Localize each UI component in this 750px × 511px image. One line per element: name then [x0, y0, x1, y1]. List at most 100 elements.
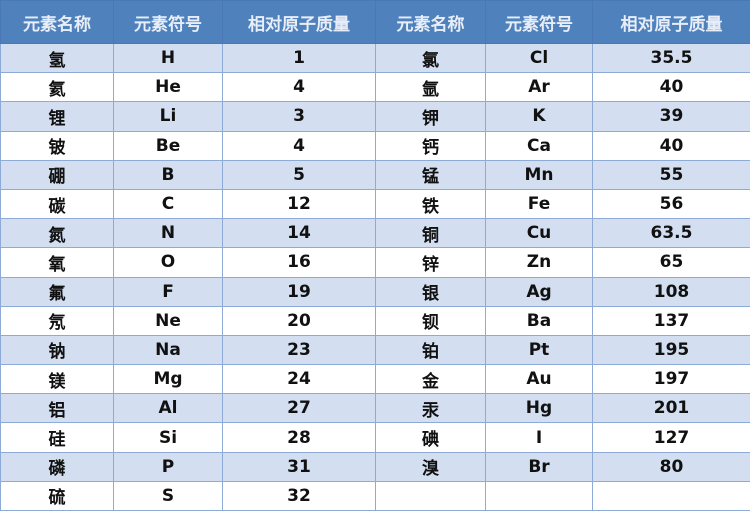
cell-element-symbol: Si	[114, 423, 223, 452]
header-atomic-mass: 相对原子质量	[223, 1, 376, 44]
cell-atomic-mass: 23	[223, 335, 376, 364]
cell-element-symbol-2: I	[486, 423, 593, 452]
header-element-symbol-2: 元素符号	[486, 1, 593, 44]
cell-element-name-2: 银	[376, 277, 486, 306]
cell-element-symbol: Li	[114, 102, 223, 131]
cell-element-name: 硫	[1, 481, 114, 510]
cell-element-symbol: S	[114, 481, 223, 510]
cell-element-symbol: Be	[114, 131, 223, 160]
cell-atomic-mass: 4	[223, 131, 376, 160]
cell-atomic-mass-2: 108	[593, 277, 750, 306]
cell-element-name-2: 钾	[376, 102, 486, 131]
cell-atomic-mass-2: 197	[593, 365, 750, 394]
header-row: 元素名称 元素符号 相对原子质量 元素名称 元素符号 相对原子质量	[1, 1, 750, 44]
cell-element-symbol-2: Au	[486, 365, 593, 394]
header-atomic-mass-2: 相对原子质量	[593, 1, 750, 44]
cell-element-symbol-2: Mn	[486, 160, 593, 189]
cell-element-name-2: 锰	[376, 160, 486, 189]
cell-atomic-mass-2: 39	[593, 102, 750, 131]
cell-element-name-2: 汞	[376, 394, 486, 423]
cell-element-symbol-2: Ar	[486, 73, 593, 102]
cell-element-symbol-2: Cl	[486, 44, 593, 73]
cell-element-name-2: 铂	[376, 335, 486, 364]
header-element-symbol: 元素符号	[114, 1, 223, 44]
header-element-name: 元素名称	[1, 1, 114, 44]
cell-atomic-mass-2: 127	[593, 423, 750, 452]
cell-element-name-2: 铜	[376, 219, 486, 248]
cell-element-symbol-2: Zn	[486, 248, 593, 277]
cell-element-name-2: 氩	[376, 73, 486, 102]
cell-element-name-2	[376, 481, 486, 510]
cell-element-name: 磷	[1, 452, 114, 481]
cell-element-symbol: Mg	[114, 365, 223, 394]
cell-element-symbol: He	[114, 73, 223, 102]
cell-atomic-mass: 5	[223, 160, 376, 189]
cell-element-name: 氢	[1, 44, 114, 73]
cell-atomic-mass: 19	[223, 277, 376, 306]
cell-element-name: 硼	[1, 160, 114, 189]
cell-atomic-mass: 1	[223, 44, 376, 73]
cell-atomic-mass-2: 63.5	[593, 219, 750, 248]
cell-element-name-2: 碘	[376, 423, 486, 452]
cell-element-name: 铝	[1, 394, 114, 423]
cell-atomic-mass-2: 35.5	[593, 44, 750, 73]
cell-element-symbol-2: Ca	[486, 131, 593, 160]
cell-element-symbol-2: Cu	[486, 219, 593, 248]
cell-atomic-mass-2: 55	[593, 160, 750, 189]
cell-element-symbol: H	[114, 44, 223, 73]
cell-element-symbol-2: Fe	[486, 189, 593, 218]
cell-element-symbol: Na	[114, 335, 223, 364]
cell-atomic-mass: 24	[223, 365, 376, 394]
cell-atomic-mass-2: 40	[593, 131, 750, 160]
cell-element-name: 锂	[1, 102, 114, 131]
cell-element-symbol: F	[114, 277, 223, 306]
cell-element-symbol-2: Pt	[486, 335, 593, 364]
cell-element-name-2: 溴	[376, 452, 486, 481]
cell-element-symbol: P	[114, 452, 223, 481]
cell-atomic-mass: 28	[223, 423, 376, 452]
cell-element-name: 氟	[1, 277, 114, 306]
cell-element-name: 钠	[1, 335, 114, 364]
cell-element-symbol: C	[114, 189, 223, 218]
cell-element-symbol-2: Br	[486, 452, 593, 481]
cell-element-symbol: Al	[114, 394, 223, 423]
cell-atomic-mass: 16	[223, 248, 376, 277]
cell-atomic-mass: 12	[223, 189, 376, 218]
cell-atomic-mass-2: 56	[593, 189, 750, 218]
cell-atomic-mass-2: 80	[593, 452, 750, 481]
cell-element-symbol: B	[114, 160, 223, 189]
cell-element-symbol-2: Ag	[486, 277, 593, 306]
header-element-name-2: 元素名称	[376, 1, 486, 44]
cell-element-name: 氖	[1, 306, 114, 335]
cell-element-name: 碳	[1, 189, 114, 218]
cell-element-symbol-2	[486, 481, 593, 510]
cell-atomic-mass-2: 195	[593, 335, 750, 364]
cell-element-name-2: 钙	[376, 131, 486, 160]
cell-element-symbol: O	[114, 248, 223, 277]
cell-element-name: 铍	[1, 131, 114, 160]
cell-atomic-mass-2: 40	[593, 73, 750, 102]
cell-element-name: 氦	[1, 73, 114, 102]
cell-atomic-mass: 4	[223, 73, 376, 102]
cell-element-symbol: N	[114, 219, 223, 248]
cell-element-symbol: Ne	[114, 306, 223, 335]
cell-element-name-2: 铁	[376, 189, 486, 218]
cell-atomic-mass: 20	[223, 306, 376, 335]
cell-atomic-mass: 31	[223, 452, 376, 481]
cell-element-symbol-2: K	[486, 102, 593, 131]
cell-element-name-2: 金	[376, 365, 486, 394]
cell-atomic-mass-2	[593, 481, 750, 510]
